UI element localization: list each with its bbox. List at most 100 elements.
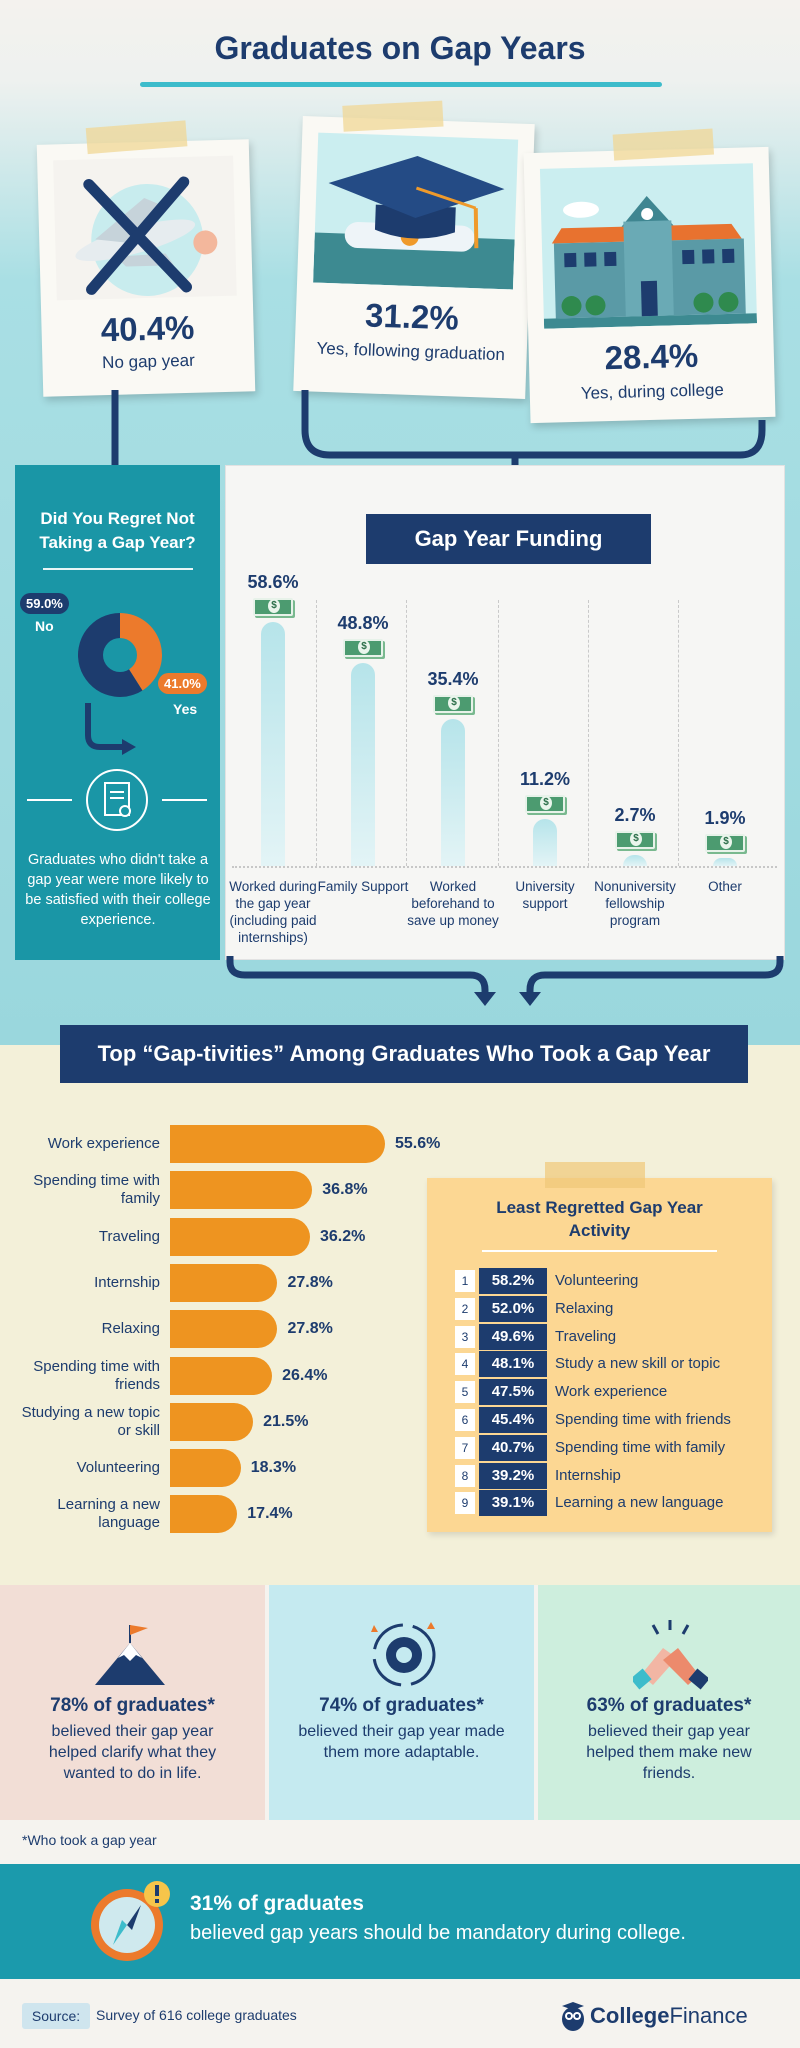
activity-bar bbox=[170, 1125, 385, 1163]
funding-category-label: Other bbox=[708, 879, 742, 894]
no-airplane-icon bbox=[75, 176, 218, 296]
stat-friends: 63% of graduates* believed their gap yea… bbox=[538, 1585, 800, 1820]
activity-bar bbox=[170, 1356, 273, 1395]
activity-value-label: 26.4% bbox=[282, 1366, 328, 1384]
rank-number: 3 bbox=[455, 1325, 475, 1348]
funding-value-label: 58.6% bbox=[247, 571, 299, 592]
rank-number: 2 bbox=[455, 1297, 475, 1320]
regret-title-line1: Did You Regret Not bbox=[40, 509, 195, 528]
pie-hole bbox=[103, 638, 137, 672]
activity-row: Relaxing 27.8% bbox=[20, 1309, 440, 1349]
funding-value-label: 35.4% bbox=[427, 668, 479, 689]
stat-clarify-text: believed their gap year helped clarify w… bbox=[48, 1723, 217, 1782]
least-regretted-percent: 39.1% bbox=[479, 1490, 547, 1517]
money-icon bbox=[433, 694, 473, 713]
brand-name: CollegeFinance bbox=[590, 2003, 748, 2029]
least-regretted-activity: Volunteering bbox=[555, 1272, 639, 1289]
divider bbox=[482, 1250, 717, 1252]
mandatory-banner: 31% of graduates believed gap years shou… bbox=[0, 1864, 800, 1979]
regret-title-line2: Taking a Gap Year? bbox=[39, 533, 196, 552]
polaroid-no-gap-year: 40.4% No gap year bbox=[36, 120, 256, 397]
mandatory-text: believed gap years should be mandatory d… bbox=[190, 1922, 686, 1944]
regret-yes-badge: 41.0% bbox=[158, 673, 207, 694]
rank-number: 5 bbox=[455, 1381, 475, 1404]
graduation-cap-illustration bbox=[313, 132, 519, 290]
money-icon bbox=[253, 597, 293, 616]
funding-value-label: 48.8% bbox=[337, 612, 389, 633]
college-building-illustration bbox=[539, 163, 758, 329]
activity-bar bbox=[170, 1449, 241, 1488]
funding-bar bbox=[351, 662, 375, 866]
during-college-percent: 28.4% bbox=[604, 336, 699, 377]
activity-row: Spending time with family 36.8% bbox=[20, 1170, 440, 1210]
least-regretted-percent: 48.1% bbox=[479, 1351, 547, 1378]
least-regretted-row: 7 40.7% Spending time with family bbox=[455, 1434, 755, 1461]
least-regretted-row: 8 39.2% Internship bbox=[455, 1462, 755, 1489]
regret-pie-chart bbox=[77, 613, 162, 755]
source-text: Survey of 616 college graduates bbox=[96, 2007, 297, 2023]
money-icon bbox=[525, 795, 565, 814]
stat-friends-text: believed their gap year helped them make… bbox=[586, 1723, 752, 1782]
funding-bar bbox=[441, 718, 465, 866]
no-gap-year-label: No gap year bbox=[101, 350, 195, 373]
activity-label: Studying a new topic or skill bbox=[21, 1403, 160, 1439]
handshake-icon bbox=[633, 1620, 708, 1690]
collegefinance-logo: CollegeFinance bbox=[560, 1998, 790, 2034]
compass-icon bbox=[91, 1881, 170, 1961]
least-regretted-activity: Work experience bbox=[555, 1383, 668, 1401]
funding-bar bbox=[713, 858, 737, 866]
footnote: *Who took a gap year bbox=[22, 1832, 157, 1848]
least-regretted-percent: 39.2% bbox=[479, 1462, 547, 1489]
funding-value-label: 1.9% bbox=[704, 808, 746, 828]
funding-bar bbox=[623, 854, 647, 866]
funding-divider bbox=[498, 600, 499, 866]
activity-value-label: 36.8% bbox=[322, 1181, 368, 1199]
funding-category-label: Family Support bbox=[317, 879, 409, 894]
gear-icon bbox=[371, 1622, 436, 1687]
activity-bar bbox=[170, 1171, 313, 1210]
funding-category-label: Worked during the gap year (including pa… bbox=[229, 879, 317, 945]
mountain-flag-icon bbox=[95, 1625, 165, 1685]
regret-panel: Did You Regret Not Taking a Gap Year? 59.… bbox=[15, 465, 220, 960]
activity-value-label: 27.8% bbox=[287, 1320, 333, 1338]
activities-title: Top “Gap-tivities” Among Graduates Who T… bbox=[60, 1025, 748, 1083]
stat-adaptable-headline: 74% of graduates* bbox=[319, 1695, 484, 1716]
tape bbox=[545, 1162, 645, 1188]
least-regretted-row: 1 58.2% Volunteering bbox=[455, 1268, 755, 1294]
source-tag: Source: bbox=[22, 2003, 90, 2029]
no-gap-year-percent: 40.4% bbox=[100, 308, 195, 349]
regret-no-badge: 59.0% bbox=[20, 593, 69, 614]
brand-name-college: College bbox=[590, 2003, 670, 2028]
least-regretted-activity: Traveling bbox=[555, 1327, 617, 1345]
funding-divider bbox=[678, 600, 679, 866]
activity-row: Learning a new language 17.4% bbox=[20, 1494, 440, 1534]
activity-value-label: 21.5% bbox=[263, 1412, 309, 1430]
activity-label: Relaxing bbox=[101, 1320, 160, 1338]
least-regretted-row: 2 52.0% Relaxing bbox=[455, 1295, 755, 1322]
following-graduation-percent: 31.2% bbox=[364, 296, 460, 337]
least-regretted-percent: 45.4% bbox=[479, 1407, 547, 1433]
document-icon bbox=[27, 769, 207, 831]
least-regretted-activity: Study a new skill or topic bbox=[555, 1355, 721, 1373]
activity-value-label: 55.6% bbox=[394, 1135, 441, 1152]
owl-logo-icon bbox=[562, 2002, 584, 2031]
funding-category-label: Worked beforehand to save up money bbox=[407, 879, 499, 928]
rank-number: 7 bbox=[455, 1436, 475, 1459]
activity-label: Traveling bbox=[98, 1227, 160, 1245]
funding-bar bbox=[533, 819, 557, 866]
activity-bar bbox=[170, 1217, 310, 1256]
funding-bar bbox=[261, 621, 285, 866]
stat-adaptable: 74% of graduates* believed their gap yea… bbox=[269, 1585, 534, 1820]
least-regretted-percent: 47.5% bbox=[479, 1379, 547, 1406]
activity-bar bbox=[170, 1495, 238, 1534]
funding-divider bbox=[316, 600, 317, 866]
activity-label: Learning a new language bbox=[57, 1496, 160, 1532]
stat-background bbox=[0, 1585, 265, 1820]
least-regretted-percent: 52.0% bbox=[479, 1295, 547, 1322]
least-regretted-activity: Spending time with friends bbox=[555, 1411, 731, 1428]
activity-value-label: 36.2% bbox=[319, 1227, 366, 1245]
college-building-icon bbox=[543, 196, 758, 329]
least-regretted-row: 9 39.1% Learning a new language bbox=[455, 1490, 755, 1517]
activity-label: Spending time with family bbox=[33, 1172, 160, 1208]
